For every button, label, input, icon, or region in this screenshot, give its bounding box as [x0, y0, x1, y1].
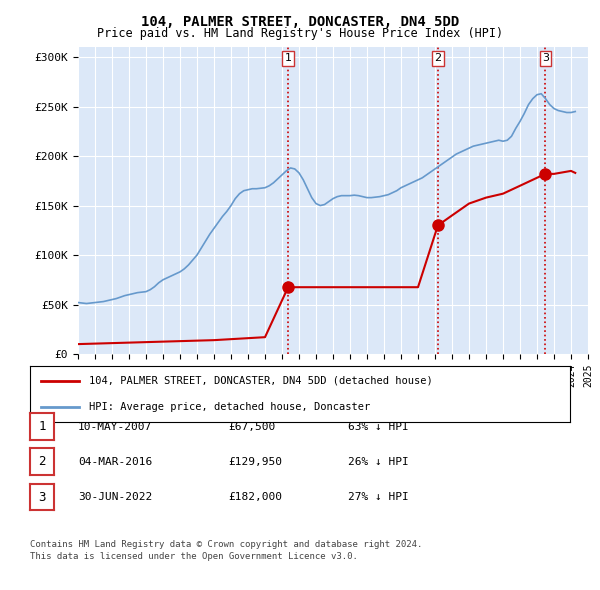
- Text: 2: 2: [38, 455, 46, 468]
- Text: 30-JUN-2022: 30-JUN-2022: [78, 493, 152, 502]
- Text: 1: 1: [284, 53, 292, 63]
- Text: £67,500: £67,500: [228, 422, 275, 431]
- Text: £129,950: £129,950: [228, 457, 282, 467]
- Text: 3: 3: [542, 53, 549, 63]
- Text: HPI: Average price, detached house, Doncaster: HPI: Average price, detached house, Donc…: [89, 402, 371, 412]
- Text: 27% ↓ HPI: 27% ↓ HPI: [348, 493, 409, 502]
- Text: 3: 3: [38, 490, 46, 504]
- Text: 10-MAY-2007: 10-MAY-2007: [78, 422, 152, 431]
- Text: 2: 2: [434, 53, 442, 63]
- Text: 104, PALMER STREET, DONCASTER, DN4 5DD (detached house): 104, PALMER STREET, DONCASTER, DN4 5DD (…: [89, 376, 433, 386]
- Text: 04-MAR-2016: 04-MAR-2016: [78, 457, 152, 467]
- Text: This data is licensed under the Open Government Licence v3.0.: This data is licensed under the Open Gov…: [30, 552, 358, 560]
- Text: Contains HM Land Registry data © Crown copyright and database right 2024.: Contains HM Land Registry data © Crown c…: [30, 540, 422, 549]
- Text: 1: 1: [38, 419, 46, 433]
- Text: 26% ↓ HPI: 26% ↓ HPI: [348, 457, 409, 467]
- Text: 104, PALMER STREET, DONCASTER, DN4 5DD: 104, PALMER STREET, DONCASTER, DN4 5DD: [141, 15, 459, 29]
- Text: 63% ↓ HPI: 63% ↓ HPI: [348, 422, 409, 431]
- Text: £182,000: £182,000: [228, 493, 282, 502]
- Text: Price paid vs. HM Land Registry's House Price Index (HPI): Price paid vs. HM Land Registry's House …: [97, 27, 503, 40]
